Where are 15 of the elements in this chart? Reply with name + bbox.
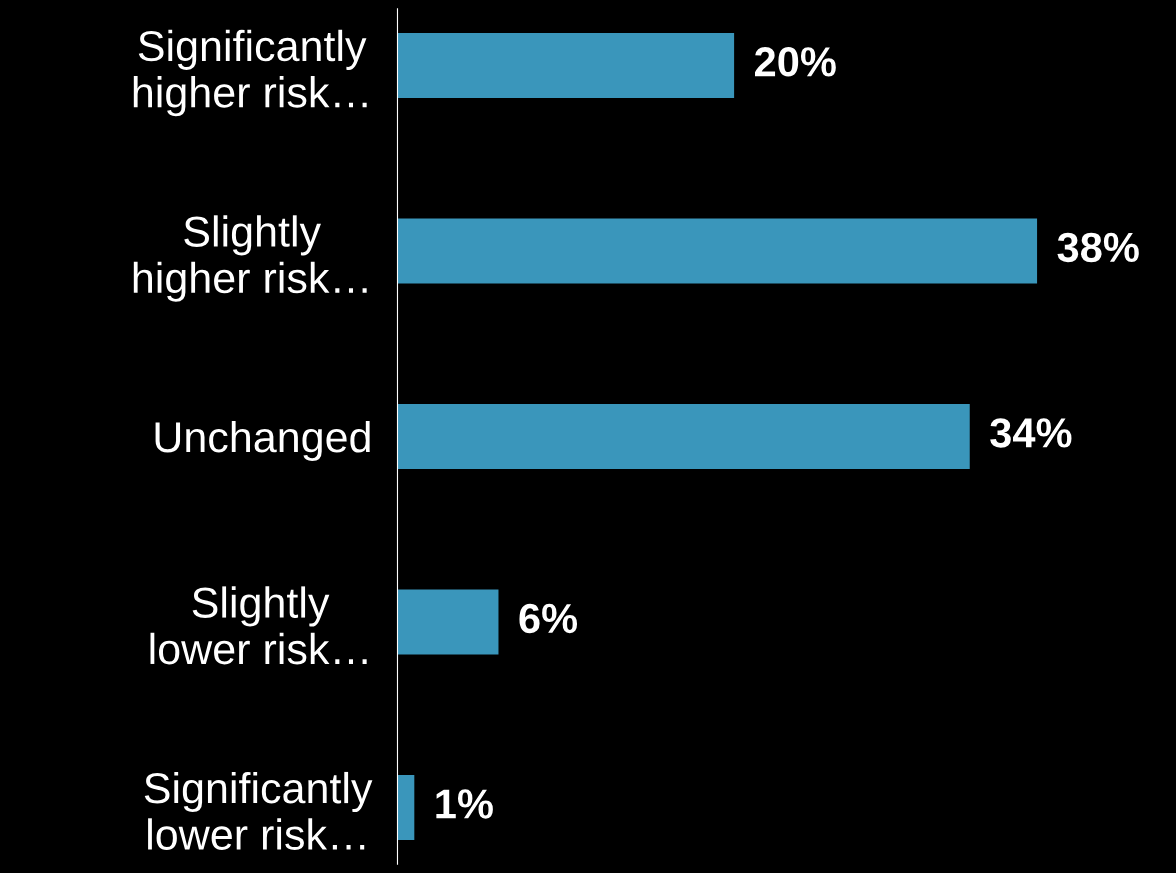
y-tick-label: Significantly lower risk… — [144, 771, 373, 850]
bar — [397, 589, 499, 655]
bar — [397, 218, 1038, 284]
data-label: 6% — [519, 603, 578, 634]
y-tick-label: Unchanged — [155, 420, 370, 462]
y-tick-label: Significantly higher risk… — [133, 29, 367, 117]
bar — [397, 404, 970, 469]
bar — [397, 775, 415, 841]
bar — [397, 32, 735, 98]
data-label: 20% — [755, 47, 836, 77]
data-label: 1% — [436, 789, 493, 819]
data-label: 38% — [1057, 232, 1139, 263]
y-tick-label: Slightly lower risk… — [150, 586, 367, 665]
data-label: 34% — [990, 418, 1072, 448]
y-tick-label: Slightly higher risk… — [133, 215, 367, 302]
